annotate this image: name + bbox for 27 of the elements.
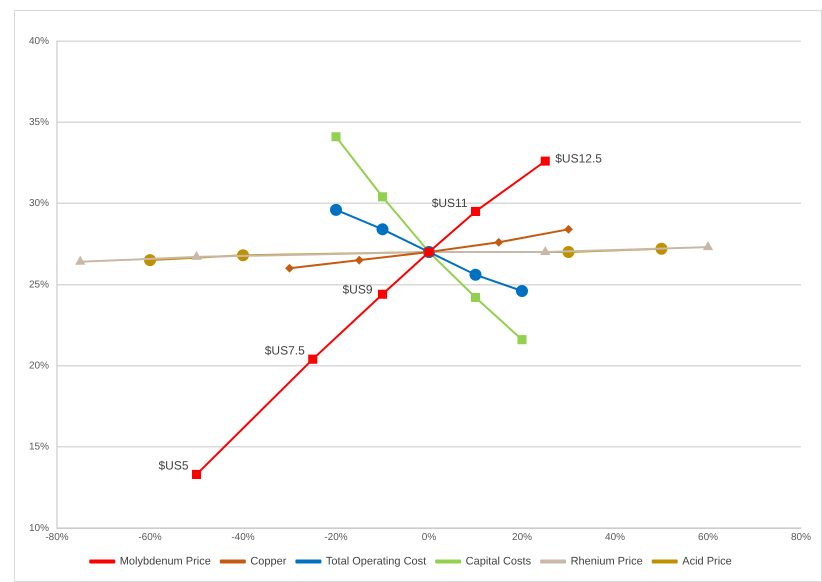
y-tick-label: 35% — [29, 116, 50, 128]
x-tick-label: -40% — [231, 532, 255, 543]
legend-label: Copper — [250, 556, 287, 568]
annotation: $US11 — [432, 196, 468, 210]
y-tick-label: 10% — [29, 522, 50, 534]
x-tick-label: -20% — [324, 532, 348, 543]
legend-label: Total Operating Cost — [326, 556, 426, 568]
annotation: $US12.5 — [555, 151, 602, 166]
annotation: $US7.5 — [264, 343, 306, 358]
y-tick-label: 40% — [29, 36, 50, 47]
y-tick-label: 30% — [29, 198, 50, 210]
legend-label: Acid Price — [682, 556, 732, 568]
legend-label: Rhenium Price — [570, 556, 643, 568]
x-tick-label: -80% — [45, 532, 69, 543]
annotation: $US5 — [158, 458, 189, 473]
legend-label: Molybdenum Price — [120, 556, 211, 568]
x-tick-label: 80% — [790, 532, 812, 543]
y-tick-label: 25% — [29, 279, 50, 290]
x-tick-label: 0% — [422, 532, 436, 543]
legend-label: Capital Costs — [466, 556, 532, 568]
y-tick-label: 15% — [29, 442, 50, 453]
x-tick-label: -60% — [138, 532, 162, 543]
x-tick-label: 20% — [512, 532, 532, 543]
x-tick-label: 40% — [604, 532, 626, 543]
y-tick-label: 20% — [29, 360, 50, 372]
x-tick-label: 60% — [698, 532, 718, 543]
annotation: $US9 — [342, 282, 373, 297]
